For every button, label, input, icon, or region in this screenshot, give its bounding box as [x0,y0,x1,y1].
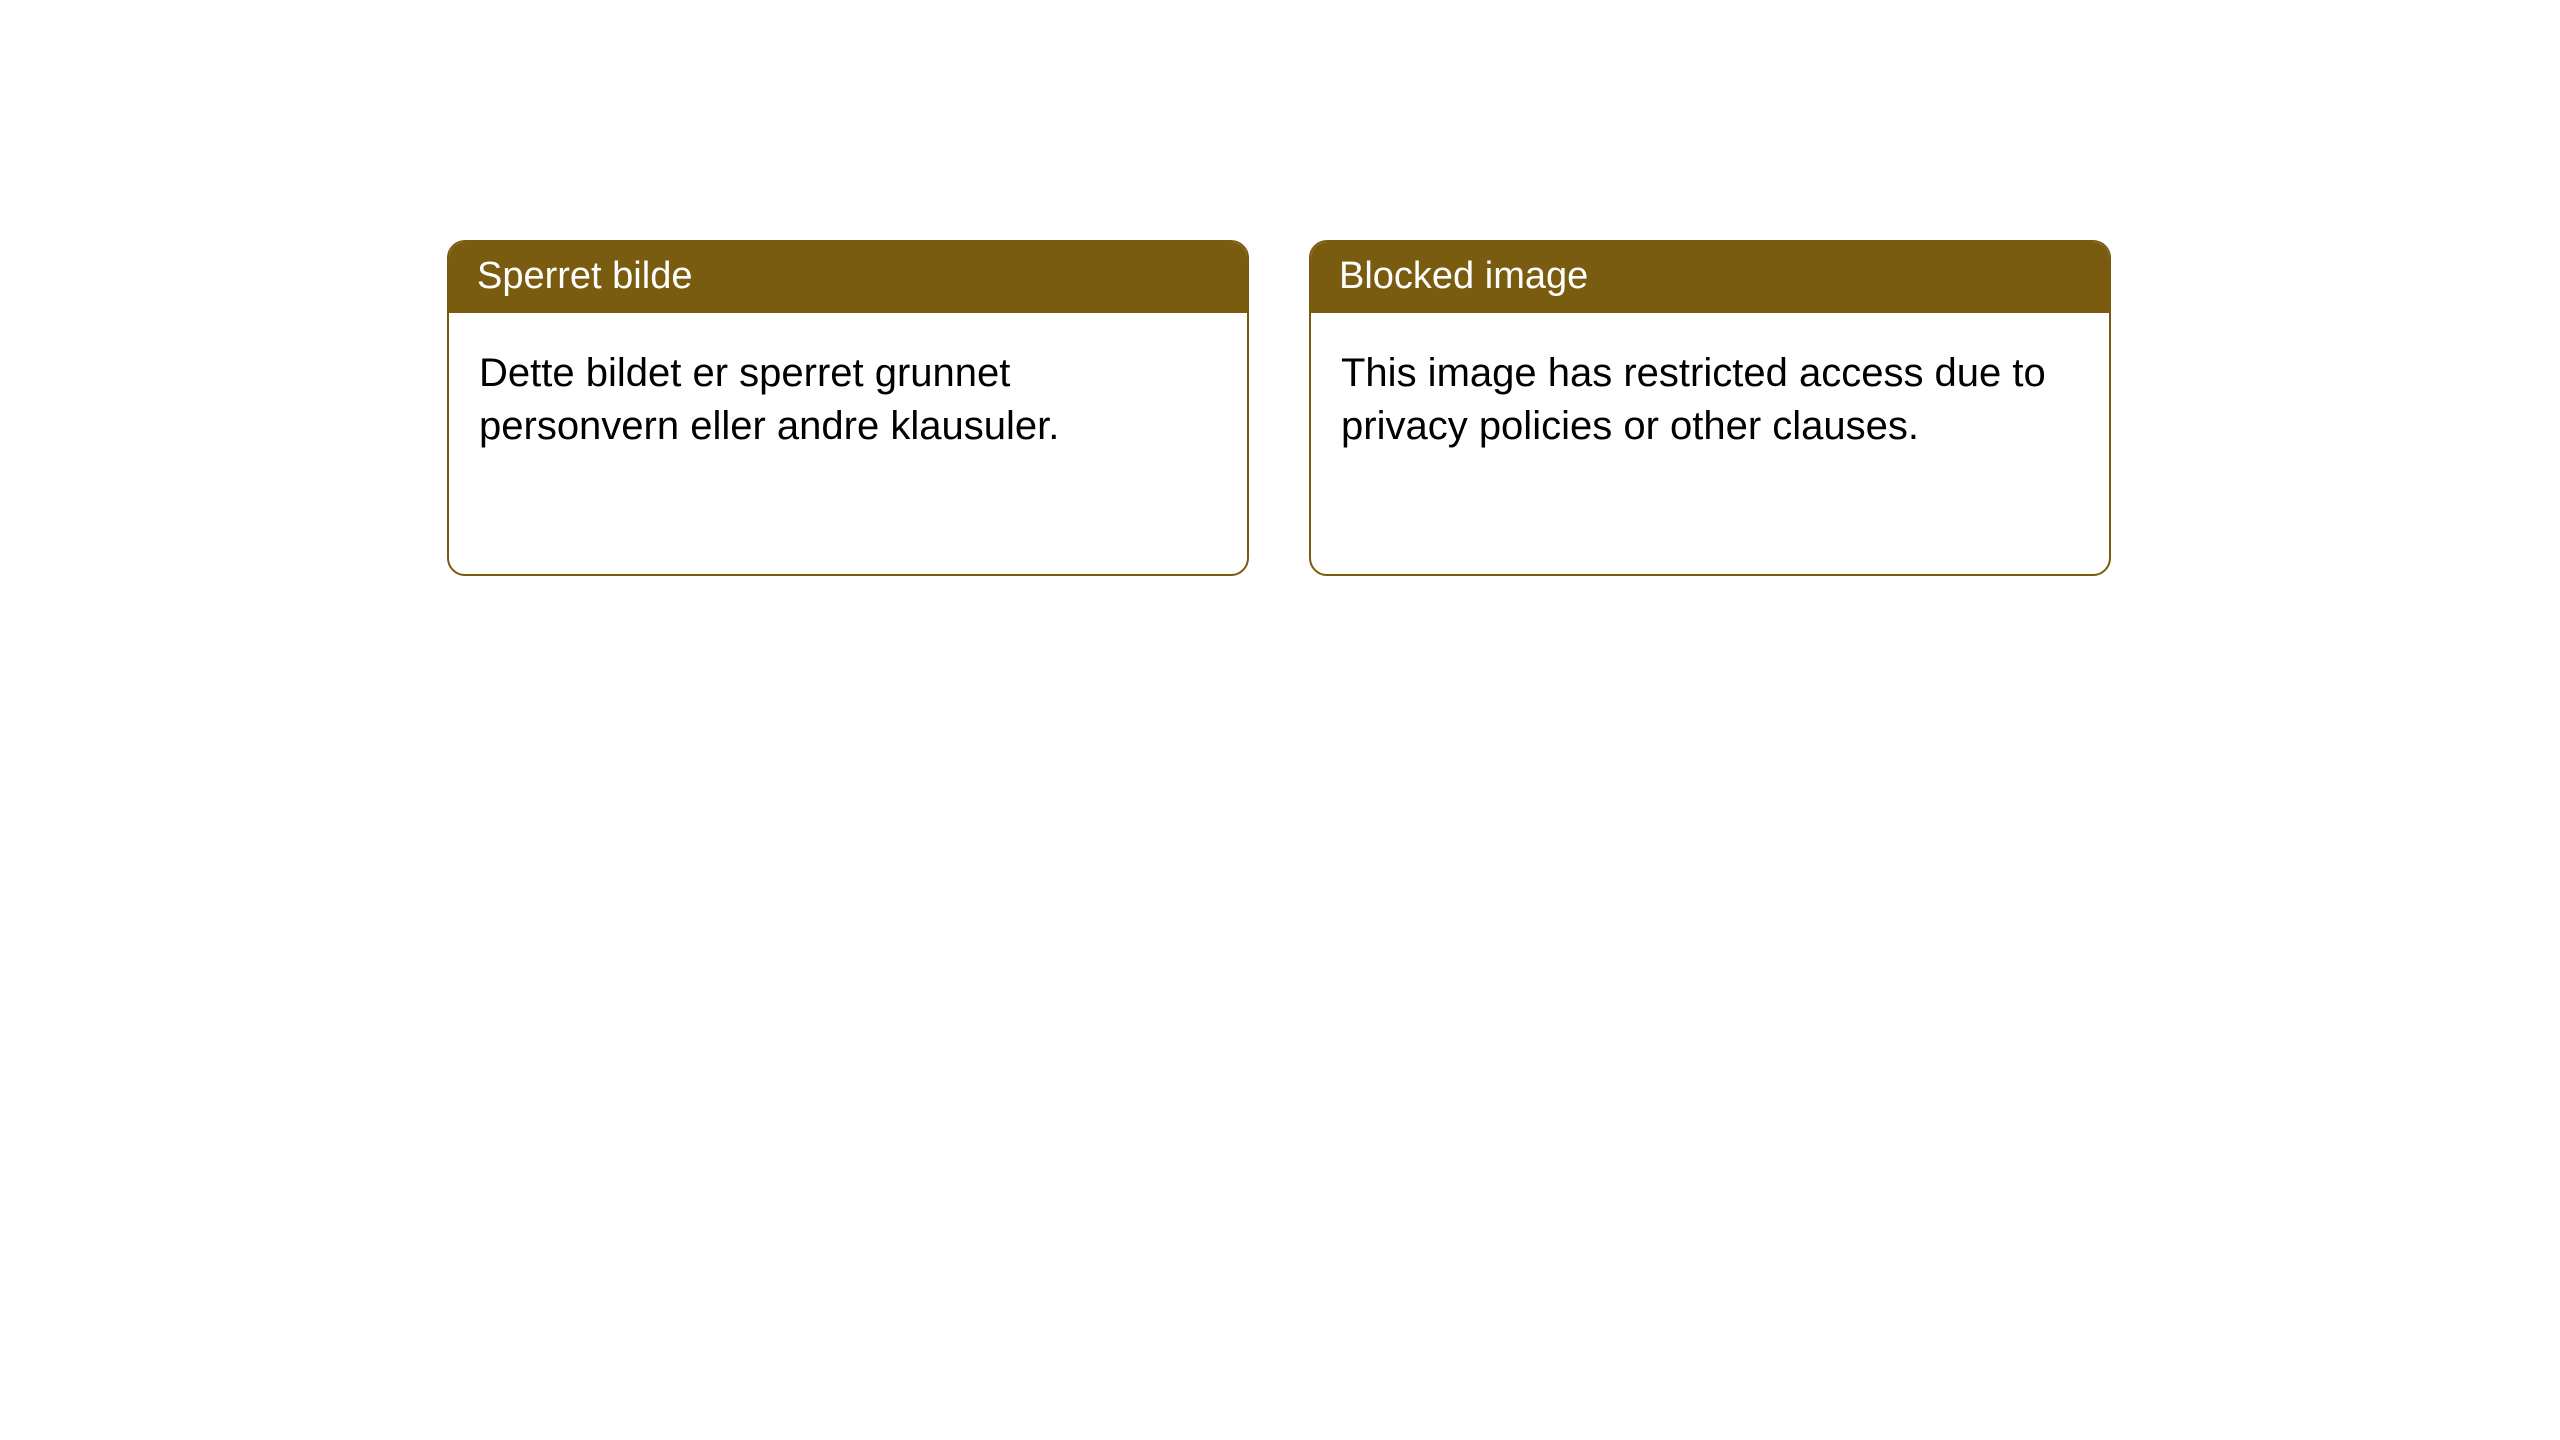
card-body-no: Dette bildet er sperret grunnet personve… [449,313,1247,483]
card-title-no: Sperret bilde [449,242,1247,313]
card-body-en: This image has restricted access due to … [1311,313,2109,483]
notice-card-container: Sperret bilde Dette bildet er sperret gr… [0,0,2560,576]
card-title-en: Blocked image [1311,242,2109,313]
blocked-image-card-no: Sperret bilde Dette bildet er sperret gr… [447,240,1249,576]
blocked-image-card-en: Blocked image This image has restricted … [1309,240,2111,576]
